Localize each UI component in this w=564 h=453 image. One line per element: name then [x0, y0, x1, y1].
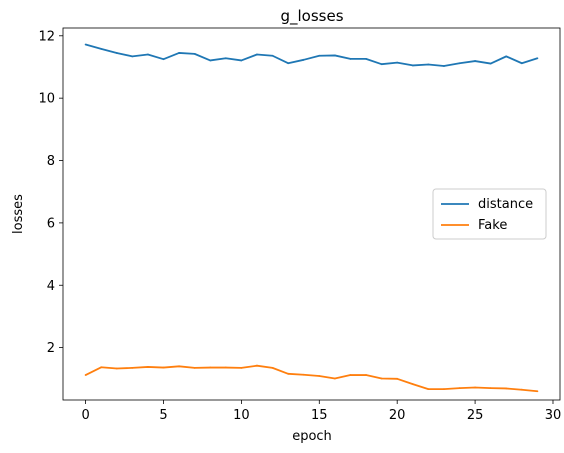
data-point-fake [115, 367, 118, 370]
data-point-fake [365, 374, 367, 376]
data-point-distance [178, 52, 180, 54]
chart-title: g_losses [280, 7, 343, 26]
data-point-distance [318, 54, 321, 57]
data-point-fake [411, 383, 414, 385]
data-point-distance [131, 55, 134, 58]
data-point-fake [178, 365, 180, 368]
data-point-distance [100, 47, 103, 50]
data-point-distance [536, 57, 539, 60]
data-point-fake [474, 386, 476, 389]
x-tick-label: 10 [233, 408, 250, 423]
data-point-fake [380, 377, 383, 380]
y-tick-label: 2 [47, 341, 55, 356]
data-point-distance [256, 53, 258, 56]
y-axis-label: losses [11, 194, 26, 234]
data-point-distance [302, 58, 305, 61]
data-point-distance [224, 57, 227, 60]
data-point-fake [131, 366, 134, 369]
data-point-fake [147, 366, 149, 368]
data-point-distance [147, 53, 149, 56]
x-tick-label: 0 [81, 408, 89, 423]
data-point-fake [271, 366, 274, 369]
data-point-fake [240, 366, 243, 369]
x-tick-label: 5 [159, 408, 167, 423]
axes-layer: 0 5 10 15 20 25 30 2 4 6 8 10 12 [38, 29, 561, 423]
series-line-distance [85, 43, 538, 67]
data-point-fake [520, 388, 523, 391]
x-tick-label: 15 [311, 408, 328, 423]
legend-label-distance: distance [478, 197, 533, 212]
data-point-fake [162, 366, 165, 369]
data-point-distance [443, 65, 445, 67]
data-point-distance [115, 52, 118, 54]
data-point-fake [489, 387, 492, 390]
data-point-distance [271, 54, 274, 57]
data-point-distance [520, 62, 523, 65]
data-point-fake [333, 377, 336, 380]
data-point-fake [287, 372, 290, 375]
data-point-fake [209, 366, 212, 369]
data-point-distance [380, 63, 383, 66]
data-point-fake [100, 366, 103, 369]
plot-frame [62, 27, 561, 401]
data-point-fake [505, 387, 508, 390]
data-point-fake [427, 388, 430, 390]
data-point-fake [256, 364, 258, 367]
y-tick-label: 10 [38, 92, 55, 107]
data-point-distance [489, 62, 492, 65]
legend-frame [432, 188, 547, 240]
x-tick-label: 30 [545, 408, 562, 423]
data-point-fake [318, 375, 321, 377]
x-tick-label: 20 [389, 408, 406, 423]
y-tick-label: 8 [47, 154, 55, 169]
series-layer [84, 43, 539, 393]
data-point-distance [333, 54, 336, 57]
data-point-distance [505, 55, 508, 58]
y-tick-label: 4 [47, 279, 55, 294]
legend: distance Fake [432, 188, 547, 240]
data-point-distance [209, 59, 212, 62]
series-line-fake [85, 364, 538, 393]
data-point-distance [396, 61, 399, 64]
data-point-distance [474, 60, 476, 62]
data-point-distance [84, 43, 87, 46]
data-point-distance [427, 63, 430, 66]
data-point-distance [458, 62, 461, 65]
data-point-fake [443, 388, 445, 390]
data-point-fake [396, 377, 399, 380]
y-tick-label: 6 [47, 216, 55, 231]
legend-label-fake: Fake [478, 218, 507, 233]
data-point-fake [84, 374, 87, 376]
data-point-distance [287, 62, 290, 65]
data-point-fake [193, 366, 196, 369]
data-point-fake [458, 387, 461, 390]
data-point-distance [411, 64, 414, 67]
x-tick-label: 25 [467, 408, 484, 423]
data-point-distance [240, 59, 243, 62]
x-axis-label: epoch [292, 429, 332, 444]
data-point-fake [302, 373, 305, 376]
data-point-fake [349, 374, 352, 376]
data-point-fake [224, 366, 227, 369]
y-tick-label: 12 [38, 29, 55, 44]
data-point-distance [365, 57, 367, 60]
data-point-distance [193, 52, 196, 55]
data-point-distance [349, 57, 352, 60]
data-point-distance [162, 58, 165, 61]
data-point-fake [536, 390, 539, 393]
